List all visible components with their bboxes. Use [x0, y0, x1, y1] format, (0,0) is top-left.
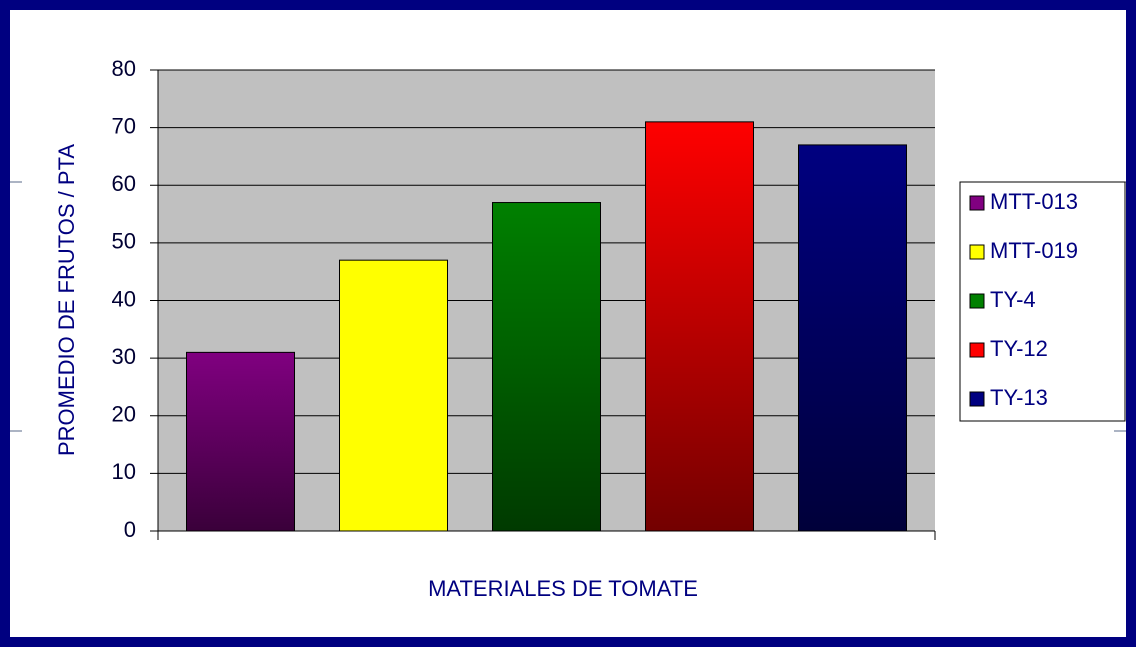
bar [186, 351, 295, 532]
legend-swatch [969, 342, 985, 358]
y-tick-label: 50 [112, 229, 136, 254]
y-tick-label: 20 [112, 402, 136, 427]
legend-label: MTT-019 [990, 238, 1078, 263]
y-tick-label: 30 [112, 344, 136, 369]
legend-swatch [969, 195, 985, 211]
y-tick-label: 60 [112, 171, 136, 196]
x-axis-title: MATERIALES DE TOMATE [428, 576, 698, 601]
legend [959, 181, 1126, 422]
bar [339, 259, 448, 532]
legend-label: MTT-013 [990, 189, 1078, 214]
legend-label: TY-13 [990, 385, 1048, 410]
y-tick-label: 0 [124, 517, 136, 542]
legend-swatch [969, 244, 985, 260]
y-tick-label: 10 [112, 459, 136, 484]
y-tick-label: 40 [112, 286, 136, 311]
bar [492, 202, 601, 532]
bar [798, 144, 907, 532]
y-tick-label: 80 [112, 56, 136, 81]
legend-swatch [969, 293, 985, 309]
legend-label: TY-4 [990, 287, 1036, 312]
legend-swatch [969, 391, 985, 407]
legend-label: TY-12 [990, 336, 1048, 361]
bar [645, 121, 754, 532]
y-axis-title: PROMEDIO DE FRUTOS / PTA [54, 144, 79, 456]
y-tick-label: 70 [112, 113, 136, 138]
